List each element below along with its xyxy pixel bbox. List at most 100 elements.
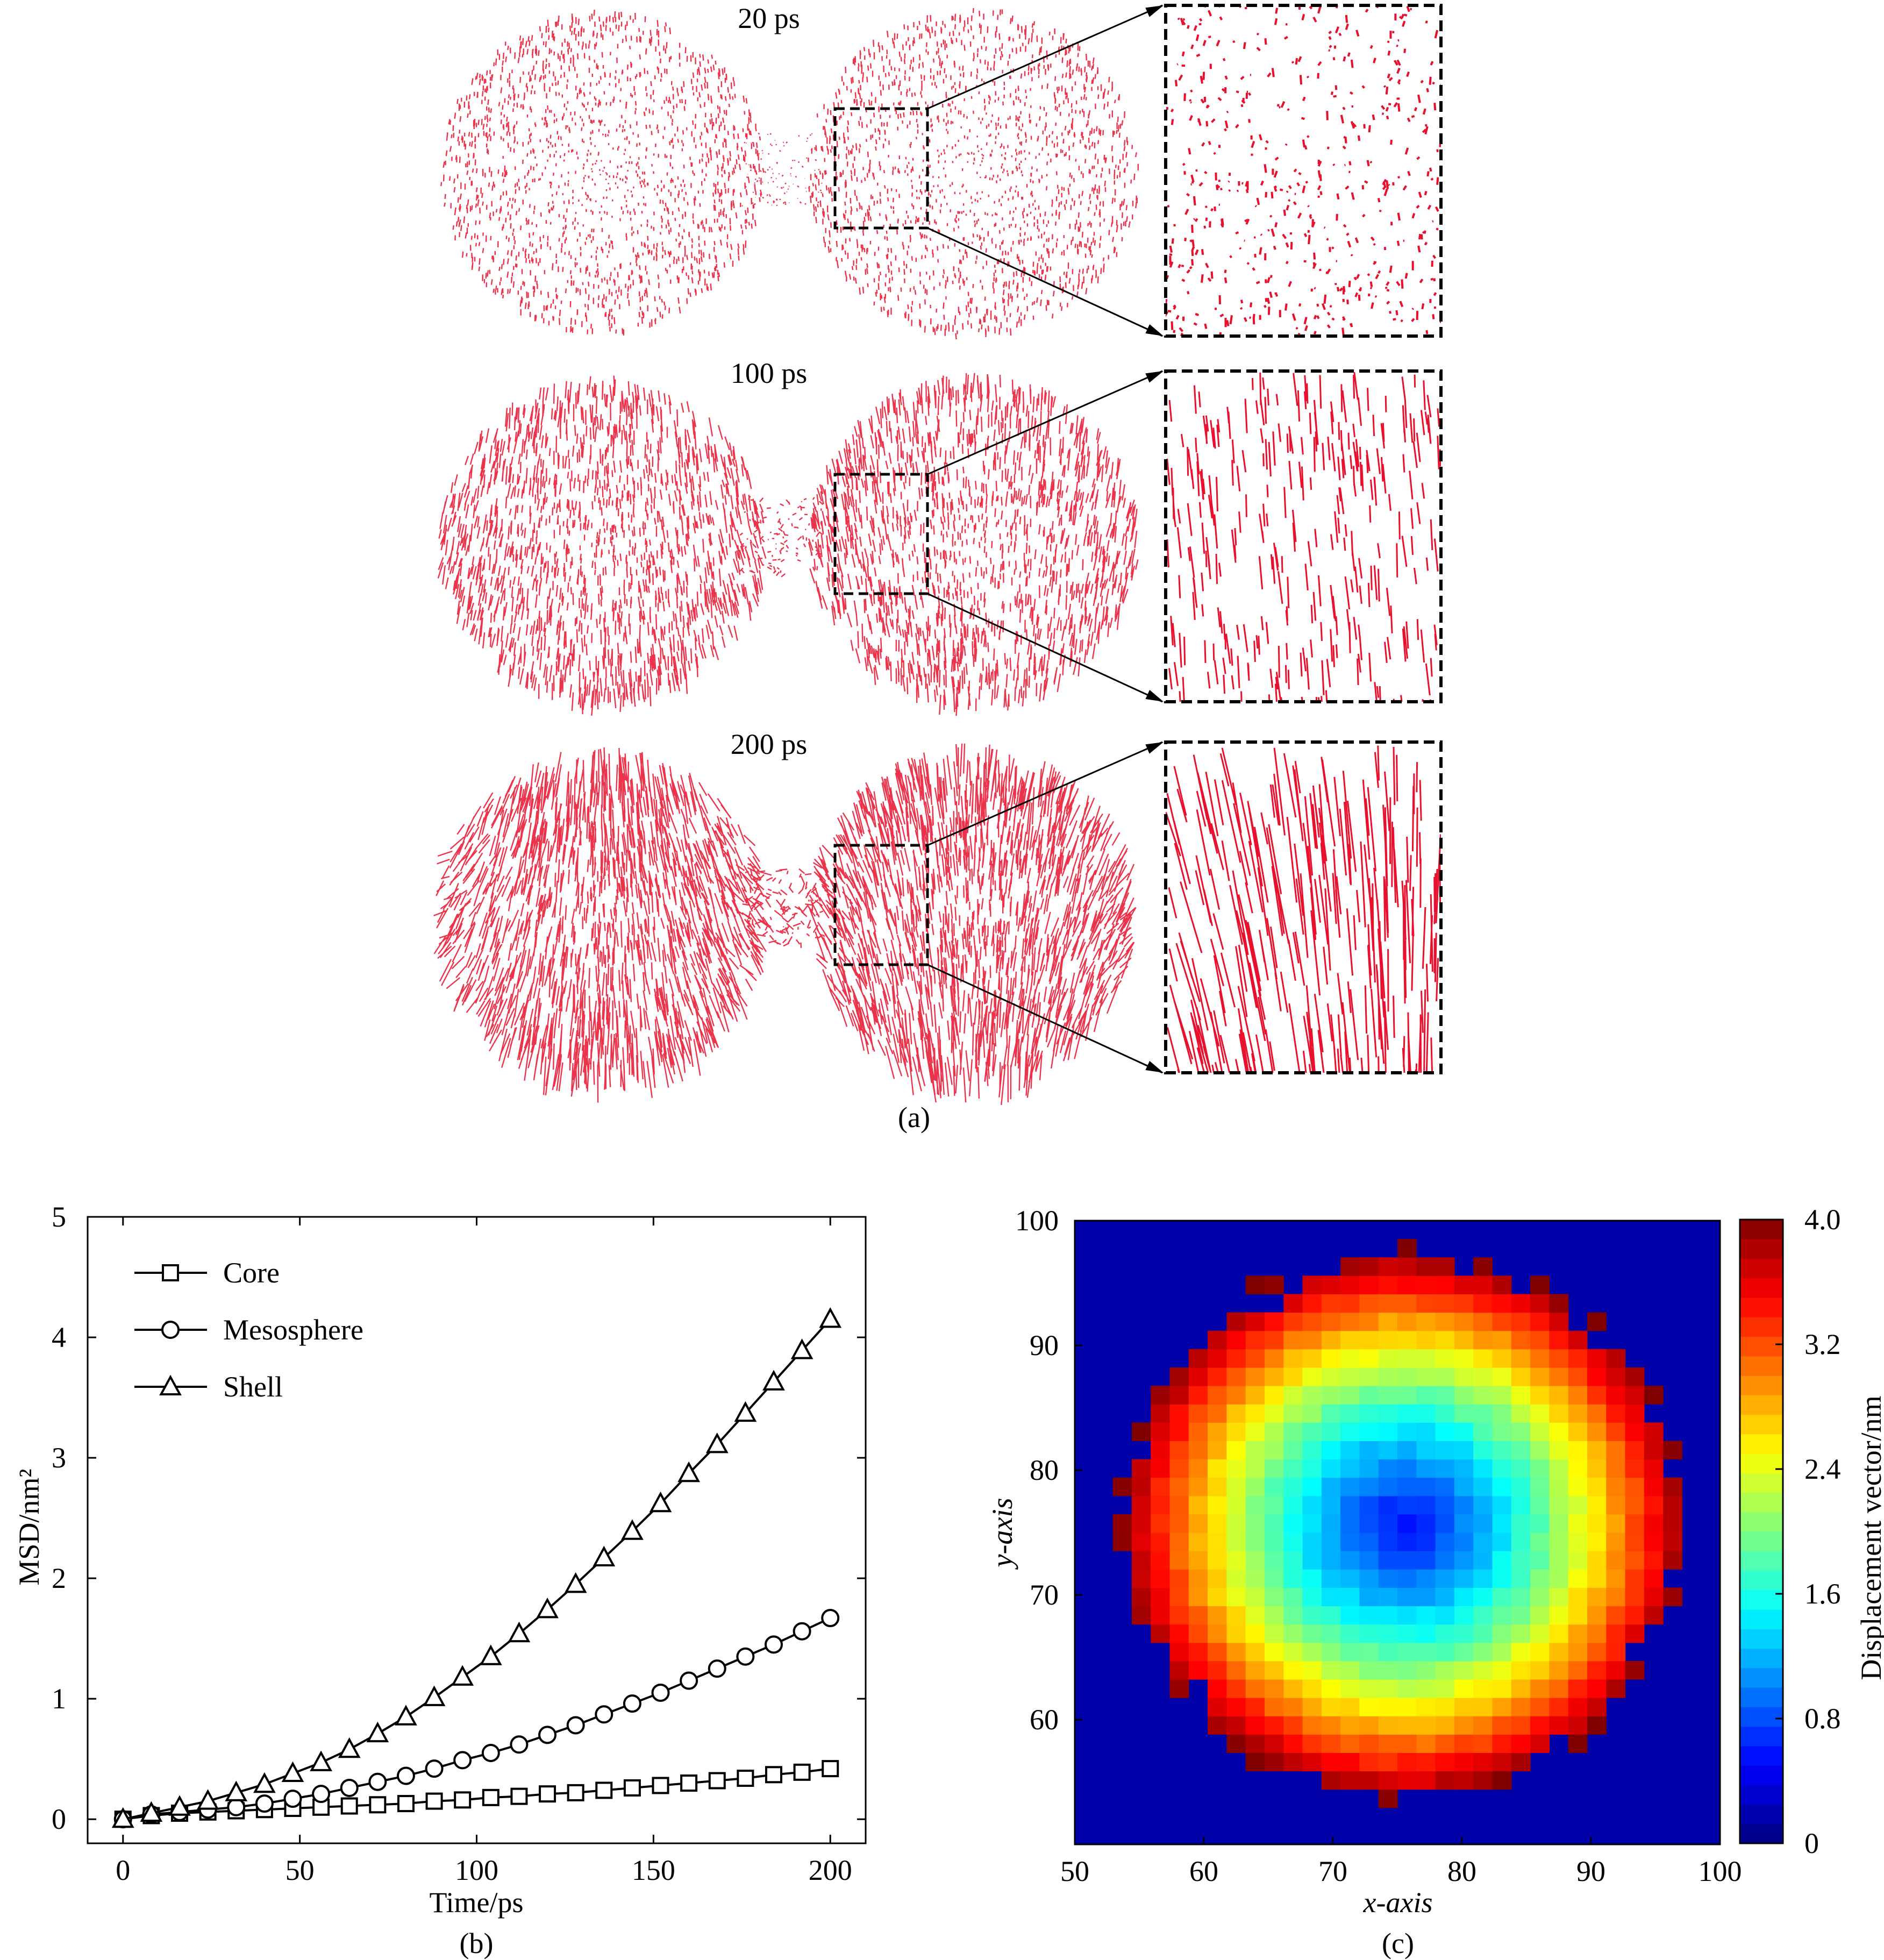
heatmap-cell [1549,1698,1569,1716]
heatmap-cell [1587,1569,1607,1588]
zoomed-displacement-vectors [1166,745,1441,1073]
heatmap-cell [1625,1422,1645,1442]
heatmap-cell [1359,1441,1379,1460]
data-point-circle [623,1694,641,1713]
heatmap-cell [1169,1533,1189,1551]
heatmap-cell [1264,1606,1284,1625]
heatmap-cell [1245,1477,1265,1496]
msd-y-axis-label: MSD/nm² [13,1469,45,1585]
heatmap-cell [1454,1275,1474,1295]
data-point-triangle [734,1401,757,1422]
colorbar-tick-label: 2.4 [1804,1453,1841,1485]
heatmap-cell [1188,1367,1208,1386]
selection-box [833,473,929,595]
msd-series-group [111,1307,842,1829]
heatmap-cell [1359,1422,1379,1442]
heatmap-cell [1169,1624,1189,1643]
heatmap-cell [1454,1716,1474,1735]
heatmap-cell [1568,1642,1588,1662]
panel-c-heatmap: 50 60 70 80 90 100 60 70 80 90 100 0 0.8 1.6 2.4 3.2 4.… [986,1203,1884,1959]
y-tick-label: 5 [52,1201,66,1233]
heatmap-cell [1454,1752,1474,1772]
heatmap-cell [1568,1624,1588,1643]
zoom-connector-line [927,227,1163,337]
heatmap-cell [1226,1312,1246,1331]
heatmap-cell [1208,1679,1227,1698]
heatmap-cell [1530,1660,1550,1680]
heatmap-cell [1435,1734,1455,1754]
heatmap-cell [1378,1569,1398,1588]
legend-item-shell: Shell [134,1371,283,1403]
heatmap-cell [1549,1642,1569,1662]
arrow-head [1145,324,1164,336]
y-tick-label: 0 [52,1803,66,1835]
heatmap-cell [1454,1606,1474,1625]
zoom-inset [1164,369,1443,703]
heatmap-cell [1492,1752,1512,1772]
heatmap-cell [1663,1514,1683,1533]
heatmap-cell [1151,1477,1171,1496]
colorbar-segment [1740,1453,1783,1473]
heatmap-cell [1245,1679,1265,1698]
heatmap-cell [1208,1330,1227,1350]
heatmap-cell [1435,1716,1455,1735]
heatmap-cell [1264,1275,1284,1295]
heatmap-cell [1492,1698,1512,1716]
heatmap-cell [1568,1404,1588,1423]
heatmap-cell [1302,1569,1322,1588]
heatmap-cell [1151,1404,1171,1423]
heatmap-cell [1359,1459,1379,1478]
colorbar-segment [1740,1220,1783,1239]
data-point-triangle [225,1780,248,1801]
heatmap-cell [1492,1679,1512,1698]
heatmap-cell [1283,1752,1303,1772]
heatmap-cell [1587,1679,1607,1698]
heatmap-cell [1587,1386,1607,1405]
heatmap-cell [1340,1698,1360,1716]
heatmap-cell [1473,1587,1493,1607]
heatmap-cell [1151,1606,1171,1625]
heatmap-cell [1587,1514,1607,1533]
heatmap-cell [1340,1642,1360,1662]
data-point-circle [651,1683,670,1702]
heatmap-cell [1245,1312,1265,1331]
heatmap-cell [1511,1422,1531,1442]
heatmap-cell [1568,1679,1588,1698]
colorbar-frame [1739,1218,1784,1844]
heatmap-cell [1568,1349,1588,1368]
heatmap-cell [1208,1514,1227,1533]
heatmap-cell [1226,1551,1246,1570]
heatmap-cell [1473,1459,1493,1478]
heatmap-cell [1397,1716,1417,1735]
heatmap-cell [1492,1330,1512,1350]
heatmap-cell [1340,1404,1360,1423]
heatmap-cell [1359,1514,1379,1533]
heatmap-cell [1511,1404,1531,1423]
heatmap-cell [1625,1495,1645,1515]
heatmap-cell [1454,1771,1474,1790]
heatmap-cell [1378,1367,1398,1386]
heatmap-cell [1131,1459,1151,1478]
heatmap-cell [1473,1349,1493,1368]
legend-item-core: Core [134,1257,280,1289]
zoom-connector-line [927,593,1163,703]
heatmap-cell [1530,1459,1550,1478]
heatmap-cell [1321,1716,1341,1735]
data-point-square [737,1770,754,1787]
data-point-circle [227,1798,246,1816]
heatmap-cell [1473,1698,1493,1716]
heatmap-cell [1606,1606,1626,1625]
heatmap-cell [1511,1734,1531,1754]
heatmap-cell [1302,1716,1322,1735]
heatmap-cell [1587,1698,1607,1716]
heatmap-cell [1435,1752,1455,1772]
heatmap-cell [1416,1551,1436,1570]
heatmap-cell [1397,1587,1417,1607]
heatmap-cell [1245,1404,1265,1423]
heatmap-cell [1245,1642,1265,1662]
heatmap-cell [1264,1404,1284,1423]
heatmap-cell [1245,1734,1265,1754]
heatmap-cell [1549,1330,1569,1350]
y-tick-label: 4 [52,1321,66,1353]
heatmap-cell [1454,1642,1474,1662]
